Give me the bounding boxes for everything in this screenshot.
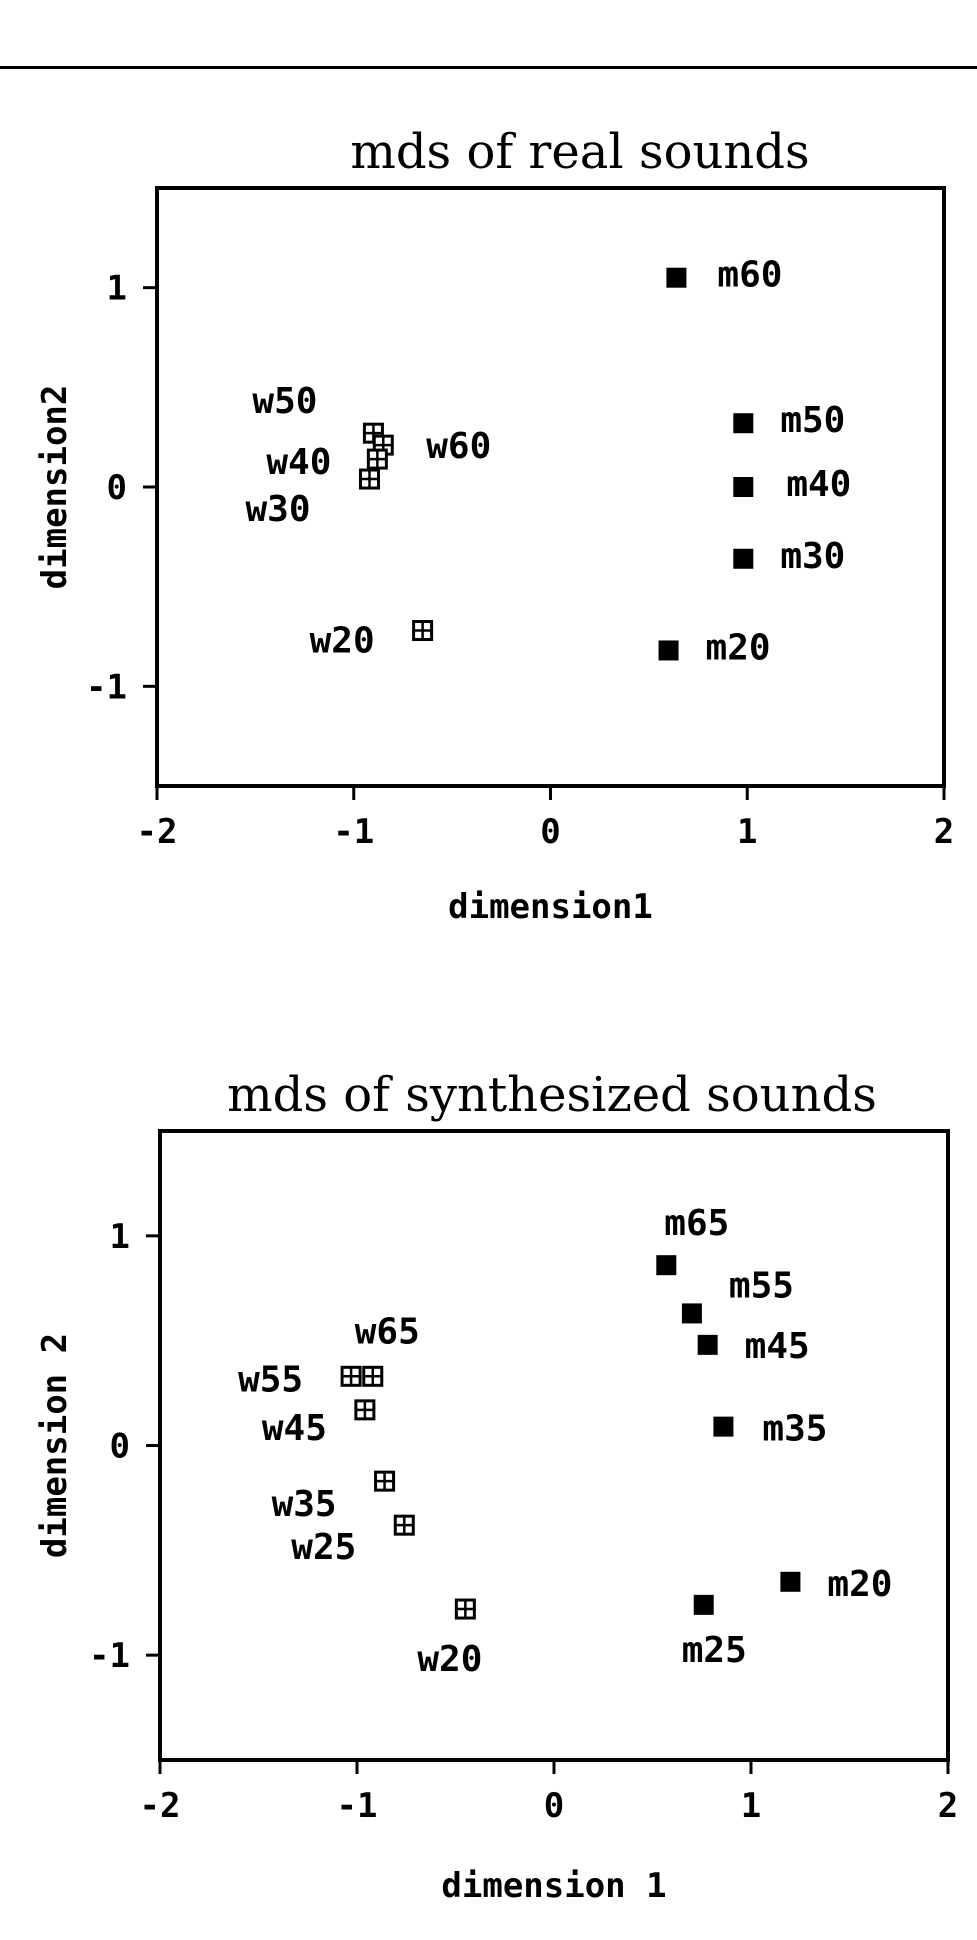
data-point-filled [681,1303,702,1324]
data-point-filled [733,477,754,497]
x-tick-label: 1 [737,812,757,852]
x-axis-label: dimension 1 [441,1866,666,1906]
point-label: w25 [291,1527,356,1568]
x-tick-label: -1 [337,1786,378,1826]
point-label: w40 [266,442,331,483]
y-axis-label: dimension 2 [35,1333,75,1558]
data-point-crossed [374,1470,396,1492]
point-label: m35 [762,1409,827,1450]
data-point-filled [713,1416,734,1437]
data-point-filled [666,267,687,288]
point-label: w50 [252,381,317,422]
chart-panel-1: mds of real sounds -2 -1 0 1 2 1 0 -1 dimension1 d… [35,124,954,927]
y-tick-label: -1 [86,667,127,707]
point-label: m60 [717,255,782,296]
point-label: m55 [729,1265,794,1306]
x-tick-label: 2 [934,812,954,852]
point-label: m45 [745,1326,810,1367]
x-axis-label: dimension1 [448,887,653,927]
data-point-crossed [412,620,434,642]
x-tick-label: 2 [938,1786,958,1826]
data-point-filled [656,1255,677,1276]
point-label: w45 [262,1408,327,1449]
point-label: w35 [272,1484,337,1525]
y-tick-label: -1 [89,1636,130,1676]
chart-panel-2: mds of synthesized sounds -2 -1 0 1 2 1 0 -1 dime… [35,1067,958,1906]
data-point-crossed [354,1399,376,1421]
data-point-crossed [340,1365,362,1387]
chart-title: mds of synthesized sounds [227,1067,877,1123]
point-label: m65 [664,1203,729,1244]
data-point-filled [733,548,754,569]
data-point-crossed [454,1598,476,1620]
point-label: m30 [780,536,845,577]
data-point-crossed [366,448,388,470]
point-label: w55 [238,1359,303,1400]
point-label: w20 [310,621,375,662]
data-point-filled [780,1571,801,1592]
y-axis-label: dimension2 [35,385,75,590]
y-tick-label: 0 [110,1427,130,1467]
point-label: m40 [786,464,851,505]
point-label: m25 [682,1630,747,1671]
data-point-crossed [393,1514,415,1536]
data-point-crossed [358,468,380,490]
data-point-filled [658,640,679,661]
y-tick-label: 1 [107,269,127,309]
point-label: m20 [706,627,771,668]
x-tick-label: -2 [140,1786,181,1826]
point-label: w30 [245,489,310,530]
y-tick-label: 0 [107,468,127,508]
data-point-filled [733,413,754,434]
x-tick-label: 0 [540,812,560,852]
point-label: w60 [426,426,491,467]
point-label: w20 [417,1639,482,1680]
x-tick-label: -2 [137,812,178,852]
top-rule [0,66,977,69]
y-tick-label: 1 [110,1217,130,1257]
x-tick-label: -1 [333,812,374,852]
point-label: w65 [355,1311,420,1352]
x-tick-label: 1 [741,1786,761,1826]
data-point-filled [693,1594,714,1615]
data-point-filled [697,1334,718,1355]
x-tick-label: 0 [544,1786,564,1826]
point-label: m20 [827,1564,892,1605]
data-point-crossed [362,1365,384,1387]
chart-title: mds of real sounds [350,124,809,180]
point-label: m50 [780,400,845,441]
